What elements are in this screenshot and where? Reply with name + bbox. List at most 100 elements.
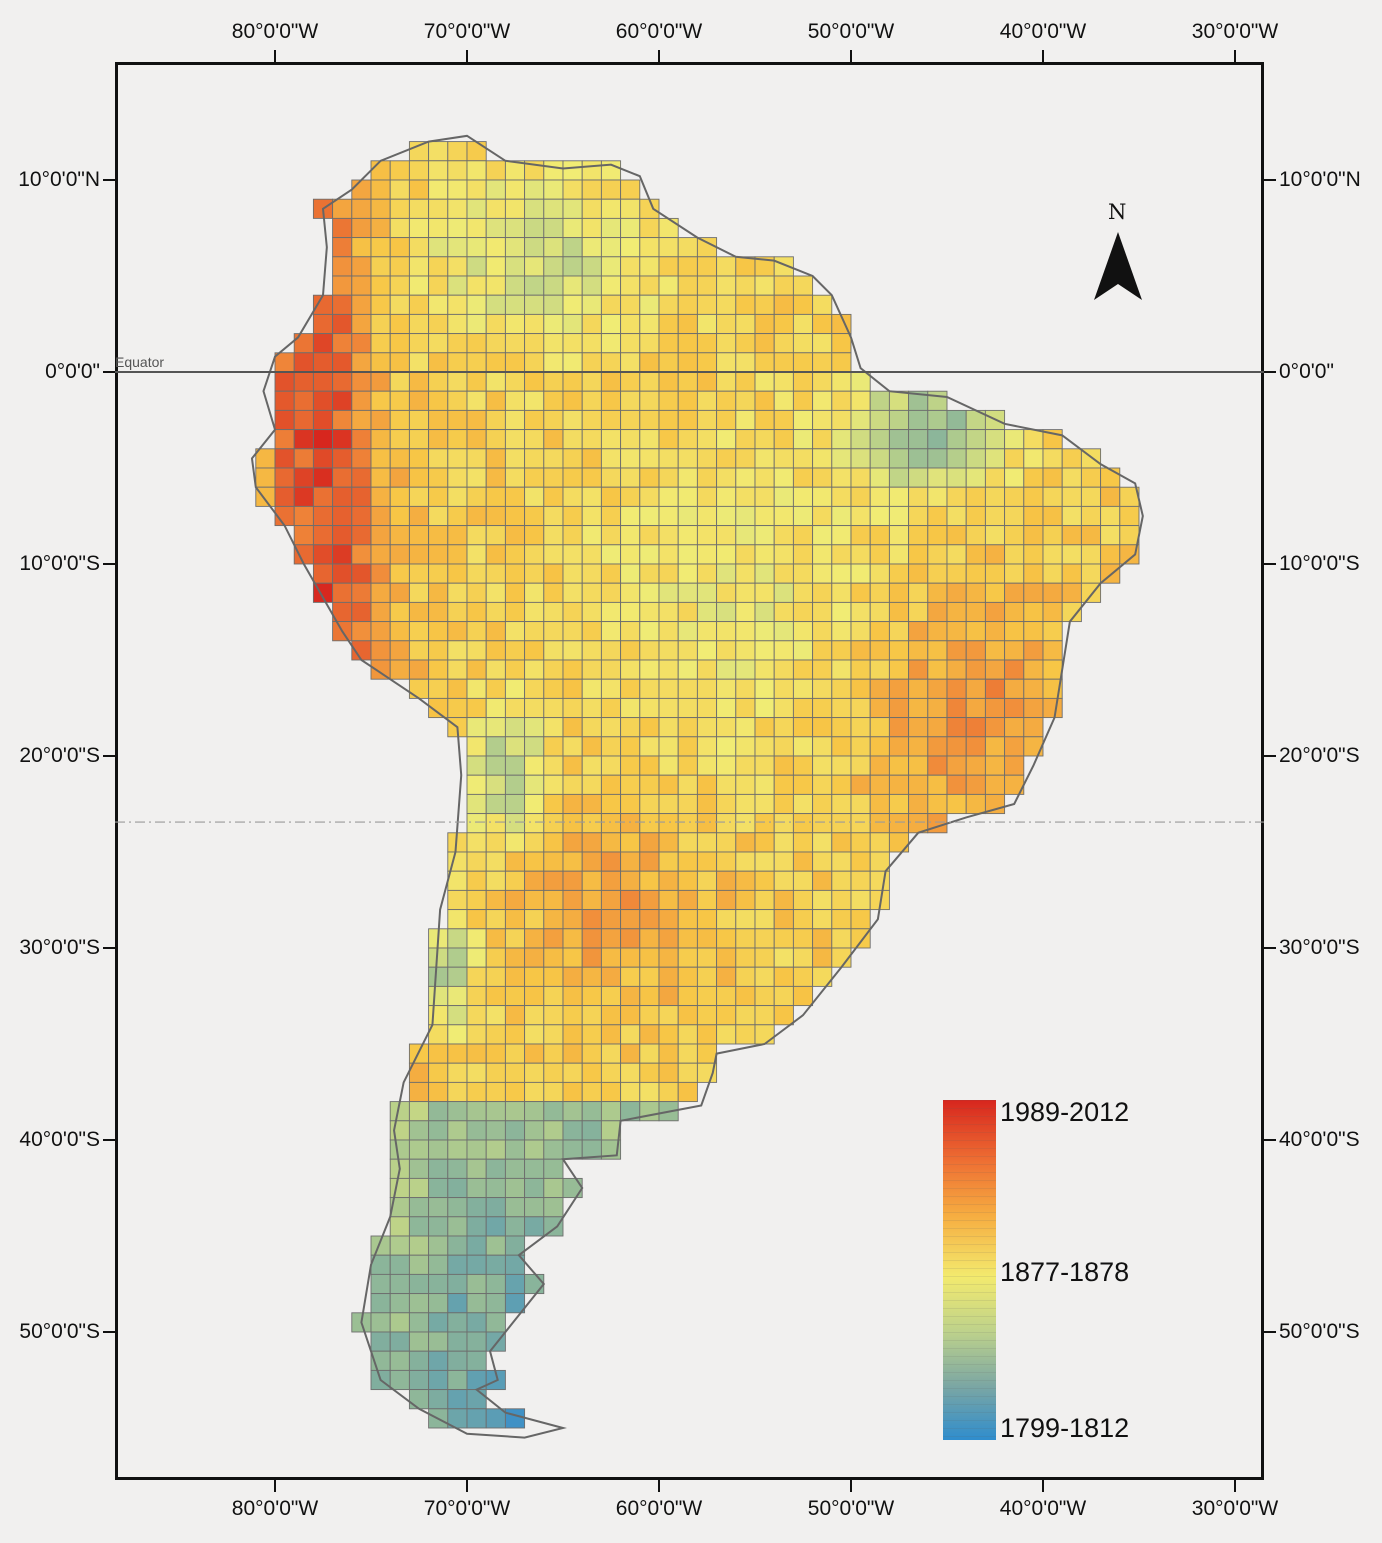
heatmap-cell <box>927 448 948 469</box>
heatmap-cell <box>831 889 852 911</box>
heatmap-cell <box>524 717 545 738</box>
heatmap-cell <box>524 1216 545 1237</box>
heatmap-cell <box>620 851 641 872</box>
heatmap-cell <box>696 371 718 392</box>
heatmap-cell <box>696 601 718 623</box>
heatmap-cell <box>466 1081 487 1103</box>
heatmap-cell <box>351 601 372 623</box>
heatmap-cell <box>389 409 410 431</box>
heatmap-cell <box>1023 736 1044 757</box>
heatmap-cell <box>888 621 910 642</box>
heatmap-cell <box>927 717 948 738</box>
heatmap-cell <box>370 390 391 411</box>
heatmap-cell <box>677 601 698 623</box>
heatmap-cell <box>466 601 487 623</box>
heatmap-cell <box>946 601 967 623</box>
heatmap-cell <box>831 717 852 738</box>
heatmap-cell <box>504 985 526 1007</box>
heatmap-cell <box>927 621 948 642</box>
heatmap-cell <box>600 640 622 661</box>
heatmap-cell <box>754 640 775 661</box>
heatmap-cell <box>677 390 698 411</box>
heatmap-cell <box>524 755 545 776</box>
heatmap-cell <box>485 851 506 872</box>
heatmap-cell <box>696 352 718 373</box>
heatmap-cell <box>447 1369 468 1391</box>
heatmap-cell <box>658 409 679 431</box>
heatmap-cell <box>658 467 679 488</box>
heatmap-cell <box>927 390 948 411</box>
heatmap-cell <box>581 256 602 277</box>
heatmap-cell <box>524 1273 545 1295</box>
heatmap-cell <box>620 505 641 527</box>
heatmap-cells <box>255 141 1140 1429</box>
heatmap-cell <box>600 582 622 603</box>
heatmap-cell <box>831 832 852 853</box>
heatmap-cell <box>869 851 890 872</box>
heatmap-cell <box>696 525 718 546</box>
heatmap-cell <box>543 1081 564 1103</box>
heatmap-cell <box>351 429 372 450</box>
heatmap-cell <box>466 621 487 642</box>
heatmap-cell <box>888 390 910 411</box>
heatmap-cell <box>639 525 660 546</box>
heatmap-cell <box>620 985 641 1007</box>
heatmap-cell <box>447 1312 468 1333</box>
heatmap-cell <box>504 237 526 258</box>
heatmap-cell <box>600 1139 622 1160</box>
heatmap-cell <box>389 467 410 488</box>
heatmap-cell <box>408 1254 430 1275</box>
heatmap-cell <box>965 678 986 699</box>
heatmap-cell <box>773 659 794 680</box>
heatmap-cell <box>485 1158 506 1179</box>
heatmap-cell <box>792 294 814 315</box>
heatmap-cell <box>735 525 756 546</box>
heatmap-cell <box>1042 525 1063 546</box>
heatmap-cell <box>485 1043 506 1064</box>
heatmap-cell <box>543 275 564 296</box>
heatmap-cell <box>869 736 890 757</box>
heatmap-cell <box>812 486 833 507</box>
heatmap-cell <box>620 659 641 680</box>
heatmap-cell <box>466 1408 487 1429</box>
heatmap-cell <box>504 448 526 469</box>
heatmap-cell <box>370 1273 391 1295</box>
heatmap-cell <box>850 909 871 930</box>
heatmap-cell <box>408 409 430 431</box>
heatmap-cell <box>466 256 487 277</box>
heatmap-cell <box>773 333 794 354</box>
heatmap-cell <box>677 889 698 911</box>
heatmap-cell <box>562 294 583 315</box>
heatmap-cell <box>831 333 852 354</box>
heatmap-cell <box>908 678 929 699</box>
heatmap-cell <box>389 333 410 354</box>
heatmap-cell <box>792 697 814 719</box>
heatmap-cell <box>543 217 564 239</box>
heatmap-cell <box>332 390 353 411</box>
lon-label-bottom: 80°0'0"W <box>231 1497 319 1520</box>
heatmap-cell <box>620 198 641 219</box>
heatmap-cell <box>562 966 583 987</box>
heatmap-cell <box>524 1024 545 1045</box>
heatmap-cell <box>754 774 775 795</box>
heatmap-cell <box>600 198 622 219</box>
heatmap-cell <box>543 1043 564 1064</box>
heatmap-cell <box>408 1101 430 1122</box>
heatmap-cell <box>447 1158 468 1179</box>
heatmap-cell <box>389 601 410 623</box>
heatmap-cell <box>696 467 718 488</box>
heatmap-cell <box>927 525 948 546</box>
heatmap-cell <box>812 333 833 354</box>
heatmap-cell <box>984 659 1006 680</box>
heatmap-cell <box>543 985 564 1007</box>
heatmap-cell <box>677 947 698 968</box>
heatmap-cell <box>370 275 391 296</box>
heatmap-cell <box>773 832 794 853</box>
heatmap-cell <box>658 237 679 258</box>
heatmap-cell <box>850 774 871 795</box>
heatmap-cell <box>773 774 794 795</box>
heatmap-cell <box>543 659 564 680</box>
heatmap-cell <box>447 179 468 200</box>
heatmap-cell <box>946 640 967 661</box>
heatmap-cell <box>504 275 526 296</box>
